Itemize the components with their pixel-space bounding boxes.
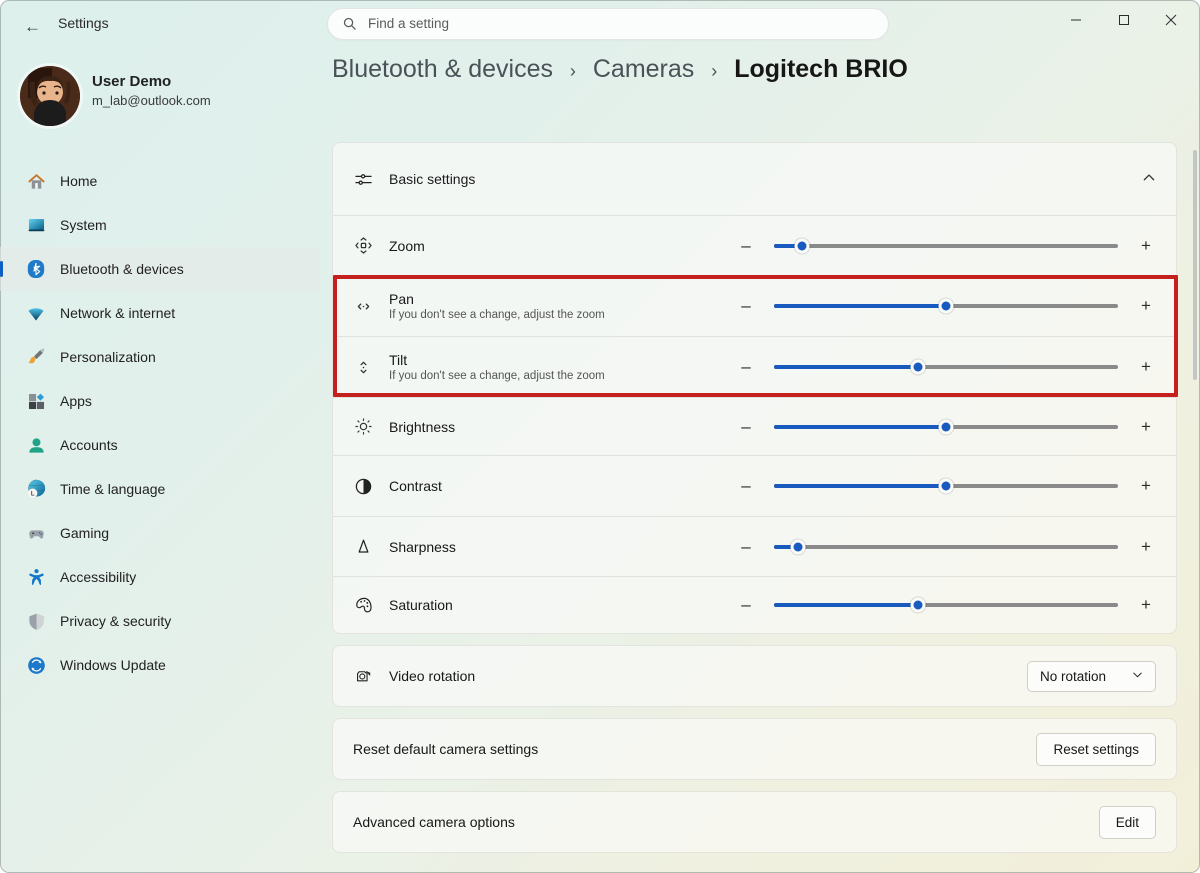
svg-text:L: L xyxy=(31,491,35,497)
